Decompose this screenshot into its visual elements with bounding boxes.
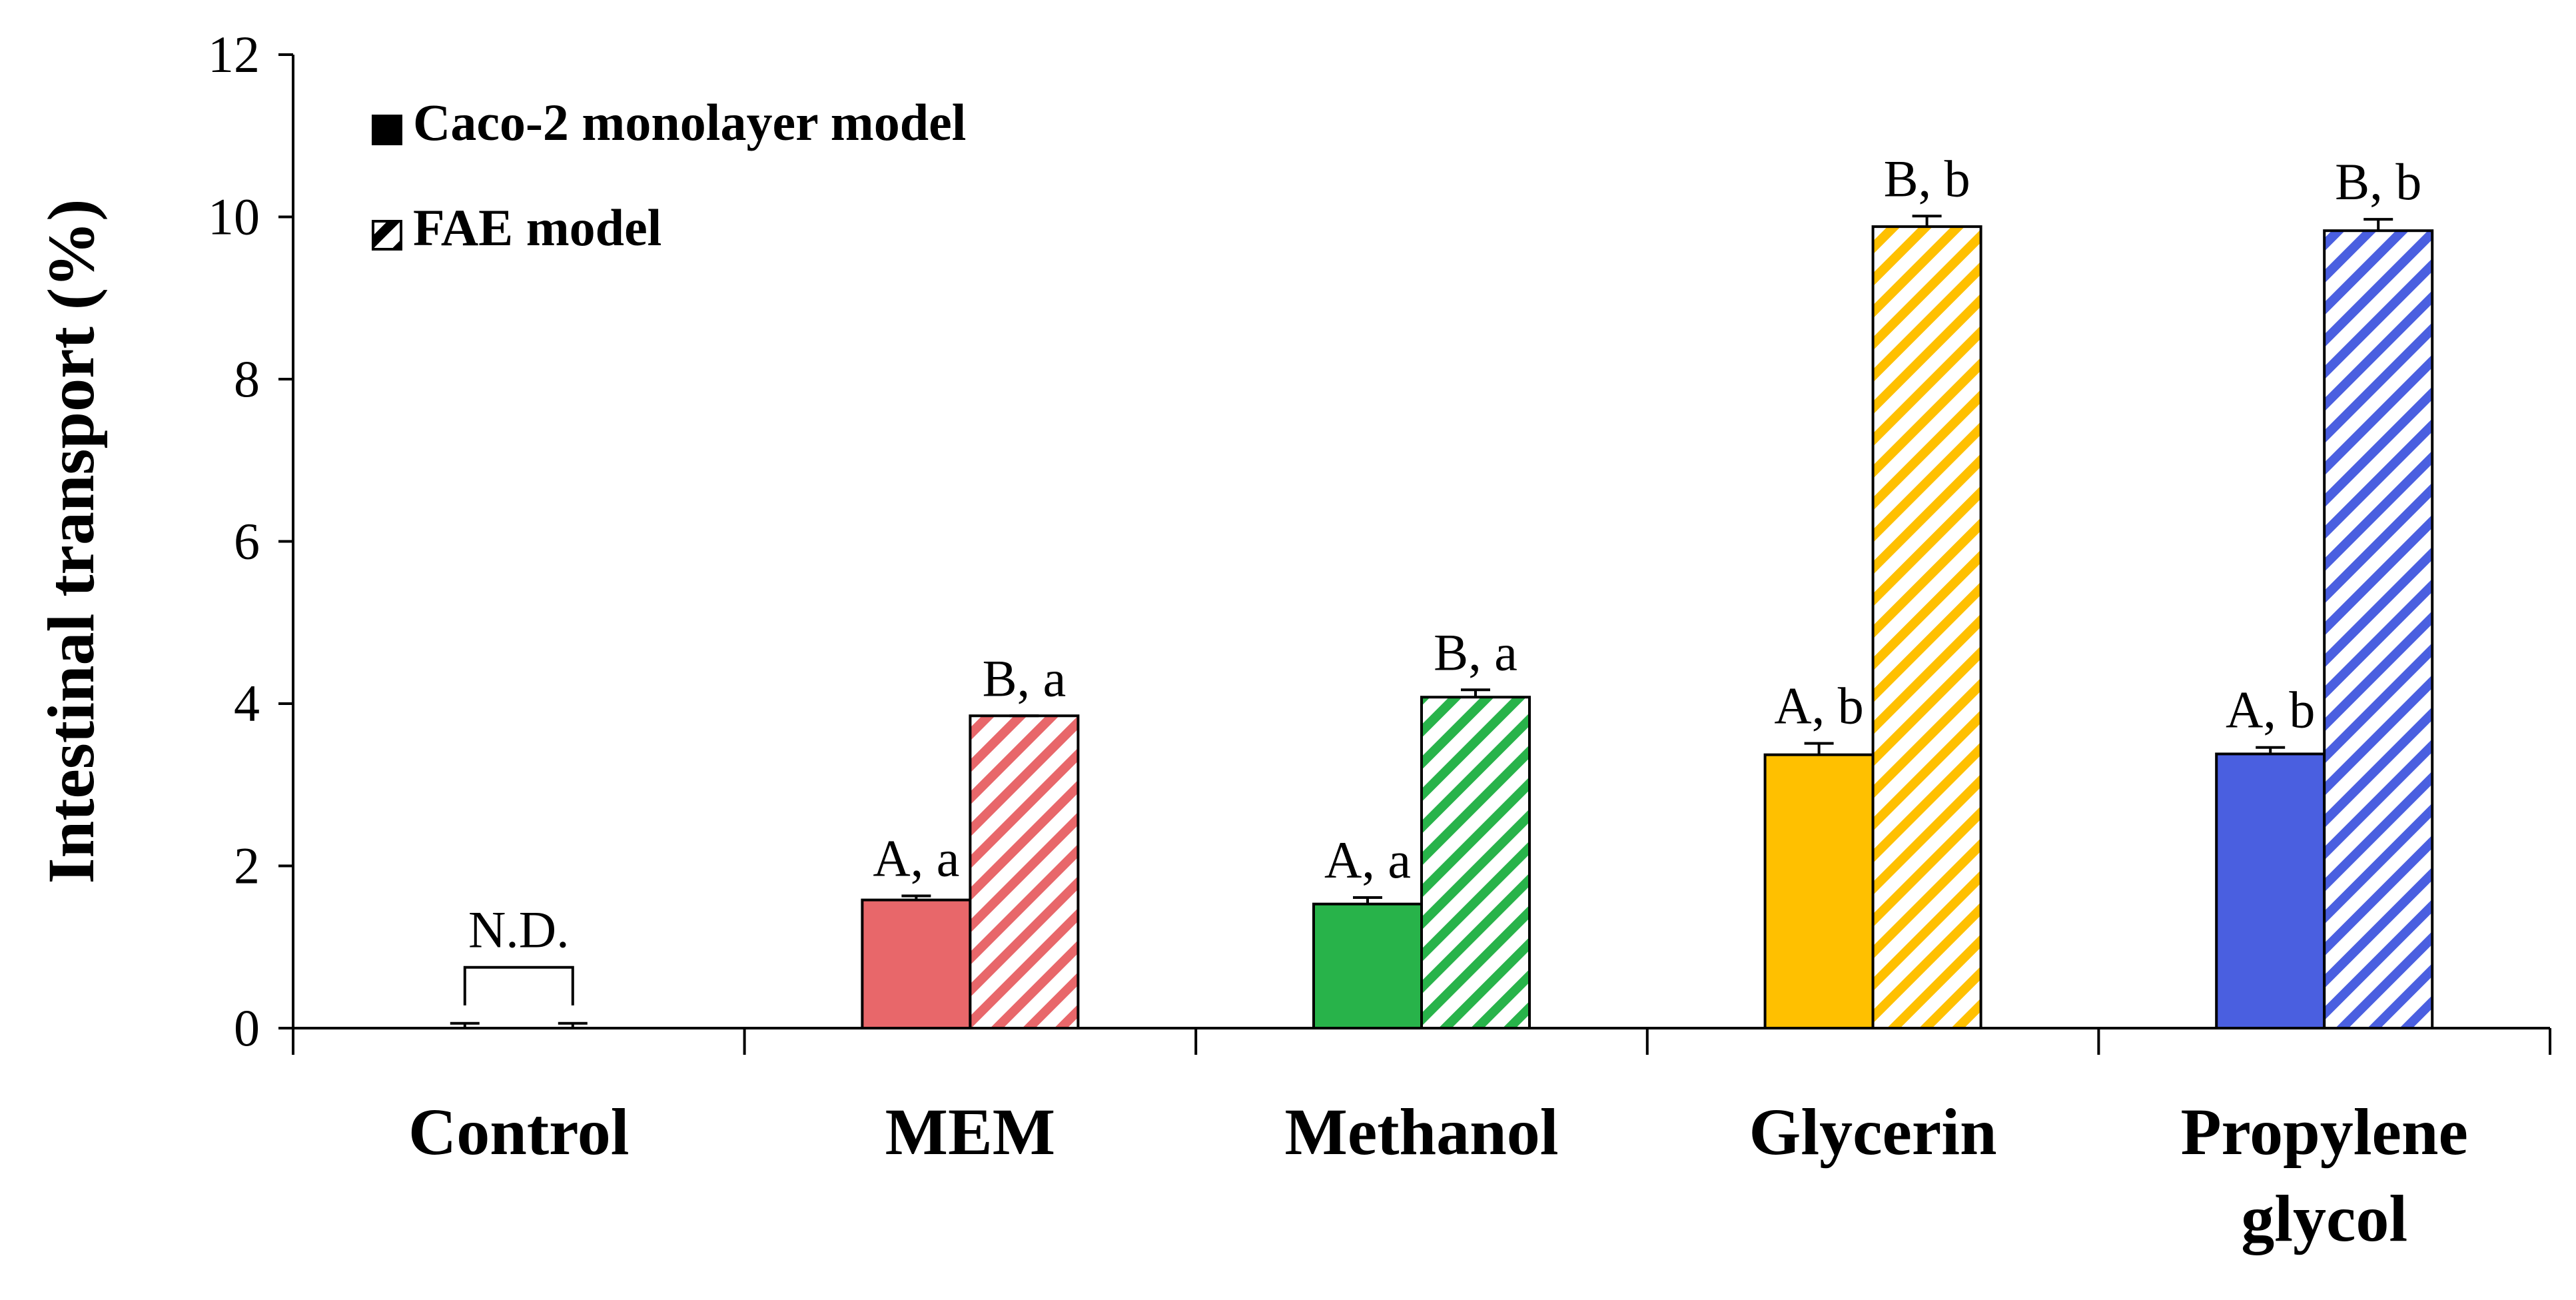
y-tick-label: 2 xyxy=(234,837,260,895)
y-tick-label: 12 xyxy=(208,25,260,83)
y-tick-label: 0 xyxy=(234,999,260,1057)
significance-label: A, b xyxy=(1774,677,1863,735)
category-label: Propylene xyxy=(2180,1095,2467,1169)
significance-label: A, a xyxy=(873,830,959,888)
significance-label: B, a xyxy=(1434,623,1517,681)
y-axis-title: Intestinal transport (%) xyxy=(34,199,108,884)
category-label: Control xyxy=(408,1095,630,1169)
significance-label: B, b xyxy=(2335,153,2421,211)
significance-label: A, a xyxy=(1324,831,1411,889)
y-tick-label: 4 xyxy=(234,674,260,732)
caco2-bar xyxy=(2215,752,2326,1029)
legend-label: FAE model xyxy=(413,199,661,257)
nd-annotation: N.D. xyxy=(468,901,570,959)
caco2-bar xyxy=(1763,753,1875,1029)
y-tick-label: 8 xyxy=(234,350,260,408)
legend: Caco-2 monolayer model FAE model xyxy=(372,93,966,257)
y-tick-label: 10 xyxy=(208,188,260,246)
legend-swatch-hatched xyxy=(372,220,402,251)
fae-bar xyxy=(2323,229,2434,1029)
significance-label: A, b xyxy=(2226,681,2315,739)
axes: 0 2 4 6 8 10 12 Intestinal transport (%) xyxy=(34,25,2551,1057)
fae-bar xyxy=(969,714,1080,1029)
bars xyxy=(450,215,2434,1030)
category-label: MEM xyxy=(885,1095,1055,1169)
fae-bar xyxy=(1420,696,1531,1029)
category-label: glycol xyxy=(2241,1181,2407,1255)
significance-label: B, b xyxy=(1884,149,1970,207)
y-tick-label: 6 xyxy=(234,512,260,570)
nd-bracket xyxy=(463,966,574,1005)
legend-label: Caco-2 monolayer model xyxy=(413,93,966,151)
significance-label: B, a xyxy=(983,649,1067,707)
labels: Control MEM Methanol Glycerin Propylene glyco… xyxy=(408,149,2468,1255)
legend-swatch-solid xyxy=(372,115,402,145)
caco2-bar xyxy=(861,898,972,1030)
fae-bar xyxy=(1871,225,1982,1029)
caco2-bar xyxy=(1312,902,1423,1030)
category-label: Glycerin xyxy=(1749,1095,1997,1169)
category-label: Methanol xyxy=(1284,1095,1558,1169)
